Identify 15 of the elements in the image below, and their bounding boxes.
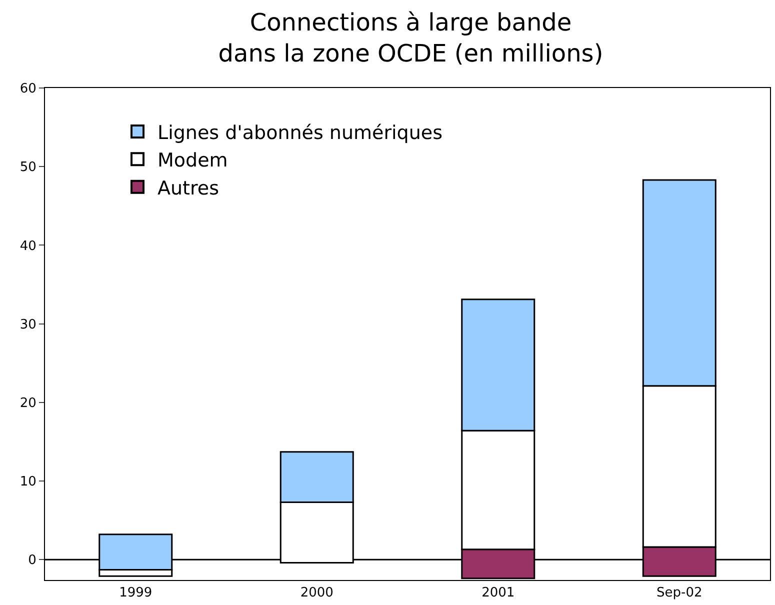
y-tick-label: 30: [20, 317, 36, 332]
y-tick-label: 60: [20, 82, 36, 97]
legend-label: Lignes d'abonnés numériques: [158, 122, 442, 144]
legend-label: Modem: [158, 150, 228, 172]
y-tick-label: 0: [28, 553, 36, 568]
legend-label: Autres: [158, 177, 219, 200]
y-tick-label: 20: [20, 396, 36, 411]
y-tick-label: 40: [20, 238, 36, 254]
y-tick-label: 10: [20, 474, 36, 490]
x-tick-label: 1999: [119, 586, 152, 601]
x-tick-label: 2001: [482, 586, 515, 601]
chart-title: Connections à large bande dans la zone OCDE (en millions): [218, 8, 604, 68]
x-tick-label: Sep-02: [656, 586, 702, 601]
y-tick-label: 50: [20, 160, 36, 176]
x-tick-label: 2000: [300, 586, 334, 601]
